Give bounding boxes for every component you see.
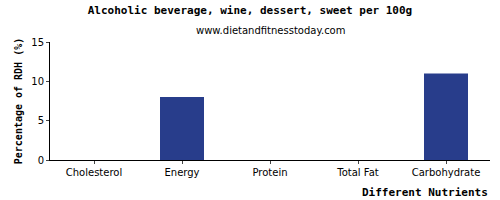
svg-text:www.dietandfitnesstoday.com: www.dietandfitnesstoday.com <box>196 25 345 36</box>
svg-text:5: 5 <box>38 115 44 126</box>
svg-text:Carbohydrate: Carbohydrate <box>412 167 481 178</box>
svg-text:Different Nutrients: Different Nutrients <box>362 186 488 199</box>
svg-text:15: 15 <box>31 37 44 48</box>
svg-text:Energy: Energy <box>164 167 199 178</box>
svg-text:Protein: Protein <box>252 167 287 178</box>
svg-text:Alcoholic beverage, wine, dess: Alcoholic beverage, wine, dessert, sweet… <box>88 4 413 17</box>
svg-text:0: 0 <box>38 155 44 166</box>
svg-text:10: 10 <box>31 76 44 87</box>
svg-text:Total Fat: Total Fat <box>336 167 378 178</box>
svg-text:Cholesterol: Cholesterol <box>66 167 122 178</box>
svg-text:Percentage of RDH (%): Percentage of RDH (%) <box>13 38 24 164</box>
